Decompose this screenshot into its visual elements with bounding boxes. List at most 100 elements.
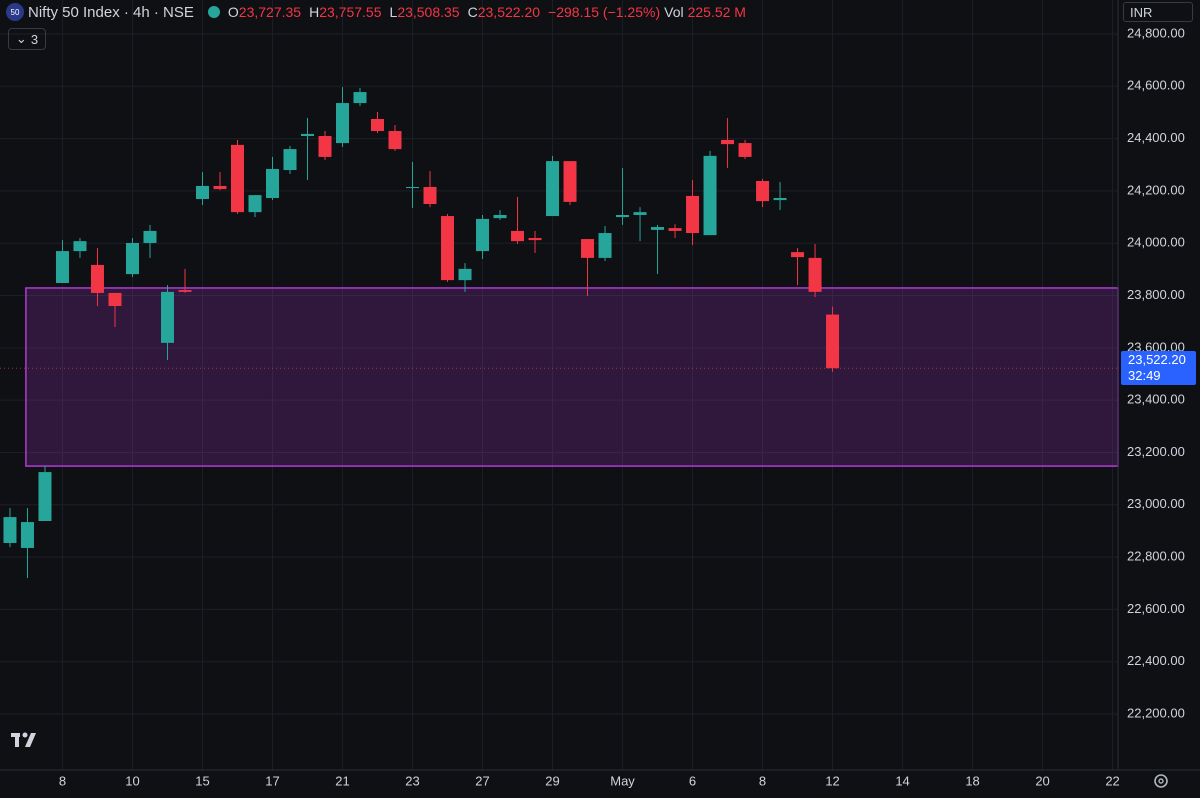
value: 23,508.35 [397, 4, 460, 20]
y-tick-label: 22,600.00 [1127, 601, 1185, 616]
settings-icon[interactable] [1154, 774, 1168, 788]
x-tick-label: 8 [59, 773, 66, 788]
candle-body [178, 290, 192, 292]
currency: INR [1130, 4, 1153, 20]
symbol-title[interactable]: Nifty 50 Index · 4h · NSE [28, 3, 194, 21]
y-tick-label: 23,600.00 [1127, 339, 1185, 354]
price: 23,522.20 [1128, 352, 1186, 368]
label: O [227, 4, 239, 20]
candle-body [511, 230, 525, 242]
x-tick-label: 20 [1035, 773, 1049, 788]
candle-body [598, 233, 612, 258]
y-tick-label: 23,000.00 [1127, 496, 1185, 511]
candle-body [441, 216, 455, 281]
x-tick-label: 10 [125, 773, 139, 788]
x-tick-label: May [610, 773, 635, 788]
candle-body [195, 185, 209, 200]
label: H [309, 4, 320, 20]
candle-body [773, 197, 787, 201]
ohlc-open: O 23,727.35 [228, 4, 301, 20]
ohlc-low: L 23,508.35 [390, 4, 460, 20]
candle-body [703, 155, 717, 236]
zone [25, 287, 1119, 467]
market-status [207, 6, 220, 18]
x-tick-label: 14 [895, 773, 909, 788]
grid [0, 0, 1118, 770]
y-tick-label: 24,400.00 [1127, 130, 1185, 145]
chevron: ⌄ [15, 31, 27, 46]
candle-body [265, 168, 279, 198]
candle-body [476, 218, 490, 252]
candle-body [616, 214, 630, 218]
candle-body [493, 214, 507, 219]
candle-body [388, 131, 402, 150]
candle-body [3, 517, 17, 543]
ohlc-high: H 23,757.55 [309, 4, 381, 20]
y-tick-label: 23,200.00 [1127, 444, 1185, 459]
value: 23,757.55 [319, 4, 382, 20]
value: 23,522.20 [477, 4, 541, 20]
x-tick-label: 27 [475, 773, 489, 788]
candle-body [336, 103, 350, 144]
candle-body [546, 161, 560, 217]
candle-body [651, 227, 665, 230]
ohlc-close: C 23,522.20 [468, 4, 540, 20]
candle-body [353, 92, 367, 104]
label: L [389, 4, 398, 20]
candle-body [721, 139, 735, 145]
candle-body [108, 292, 122, 307]
candle-body [301, 133, 315, 137]
candle-body [528, 238, 542, 241]
candle-body [563, 161, 577, 202]
y-tick-label: 24,800.00 [1127, 25, 1185, 40]
candle-body [318, 136, 332, 157]
y-tick-label: 22,800.00 [1127, 549, 1185, 564]
candle-body [633, 212, 647, 215]
x-tick-label: 29 [545, 773, 559, 788]
x-tick-label: 23 [405, 773, 419, 788]
volume: 225.52 M [687, 4, 746, 20]
candle-body [458, 268, 472, 281]
candle-body [668, 228, 682, 231]
candle-body [230, 144, 244, 213]
x-tick-label: 22 [1105, 773, 1119, 788]
candle-body [371, 119, 385, 132]
x-tick-label: 17 [265, 773, 279, 788]
candle-body [808, 257, 822, 292]
volume-label: Vol [664, 4, 684, 20]
settings-icon-core [1158, 778, 1164, 784]
y-tick-label: 24,200.00 [1127, 182, 1185, 197]
currency-button[interactable]: INR [1123, 2, 1193, 22]
y-tick-label: 24,600.00 [1127, 78, 1185, 93]
y-tick-label: 23,400.00 [1127, 392, 1185, 407]
candle-body [283, 149, 297, 171]
candle-body [791, 252, 805, 258]
x-tick-label: 18 [965, 773, 979, 788]
x-tick-label: 15 [195, 773, 209, 788]
change: −298.15 (−1.25%) [548, 4, 661, 20]
x-tick-label: 21 [335, 773, 349, 788]
y-tick-label: 22,200.00 [1127, 705, 1185, 720]
candle-body [423, 187, 437, 205]
indicators-toggle[interactable]: ⌄ 3 [8, 28, 46, 50]
candle-body [143, 230, 157, 243]
candle-body [213, 185, 227, 190]
candle-body [55, 251, 69, 283]
symbol-logo: 50 [6, 3, 24, 21]
value: 23,727.35 [238, 4, 302, 20]
candle-body [73, 241, 87, 252]
candle-body [248, 195, 262, 213]
indicator-count: 3 [30, 31, 39, 47]
x-tick-label: 8 [759, 773, 766, 788]
candle-body [125, 242, 139, 275]
y-tick-label: 24,000.00 [1127, 235, 1185, 250]
y-tick-label: 22,400.00 [1127, 653, 1185, 668]
tv-logo [11, 732, 36, 747]
label: C [467, 4, 478, 20]
candle-body [38, 472, 52, 522]
candle-body [826, 314, 840, 369]
candle-body [20, 522, 34, 548]
candle-body [581, 239, 595, 258]
